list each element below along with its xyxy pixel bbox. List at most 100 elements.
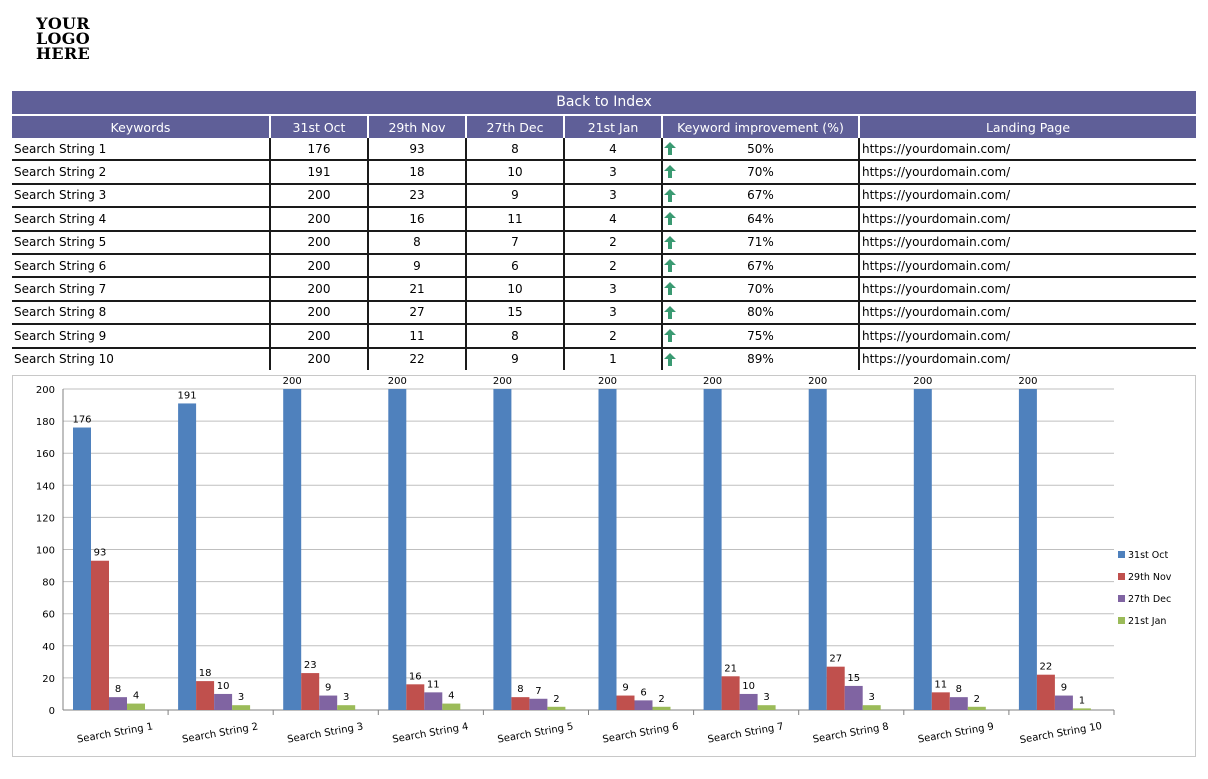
bar-2 xyxy=(424,692,443,710)
improvement-cell: 70% xyxy=(662,277,860,302)
improvement-cell: 64% xyxy=(662,207,860,232)
landing-page-link[interactable]: https://yourdomain.com/ xyxy=(859,253,1196,279)
data-label: 4 xyxy=(133,691,139,702)
bar-1 xyxy=(616,695,635,710)
bar-0 xyxy=(598,389,617,710)
landing-page-link[interactable]: https://yourdomain.com/ xyxy=(859,324,1196,349)
y-tick-label: 80 xyxy=(42,578,55,589)
improvement-value: 80% xyxy=(747,305,774,320)
landing-page-link[interactable]: https://yourdomain.com/ xyxy=(859,300,1196,326)
back-to-index-link[interactable]: Back to Index xyxy=(12,91,1196,116)
rank-cell-dec: 9 xyxy=(466,183,565,209)
arrow-up-icon xyxy=(664,235,676,249)
column-header-improvement: Keyword improvement (%) xyxy=(662,116,860,138)
bar-0 xyxy=(73,427,91,710)
table-row: Search String 8 200 27 15 3 80% https://yourdo… xyxy=(12,300,1196,326)
data-label: 200 xyxy=(493,376,512,387)
bar-0 xyxy=(283,389,302,710)
improvement-value: 70% xyxy=(747,282,774,297)
x-category-label: Search String 1 xyxy=(76,721,154,745)
bar-3 xyxy=(862,705,881,710)
bar-1 xyxy=(1036,674,1055,710)
data-label: 23 xyxy=(304,660,317,671)
data-label: 6 xyxy=(640,687,646,698)
keyword-ranking-chart: 0 20 40 60 80 100 120 140 160 180 200 176 93 8 4 Search… xyxy=(12,375,1196,757)
x-category-label: Search String 3 xyxy=(286,721,364,745)
bar-0 xyxy=(703,389,722,710)
bar-0 xyxy=(1018,389,1037,710)
data-label: 200 xyxy=(283,376,302,387)
improvement-cell: 70% xyxy=(662,160,860,185)
improvement-value: 67% xyxy=(747,188,774,203)
arrow-up-icon xyxy=(664,258,676,272)
x-category-label: Search String 10 xyxy=(1019,721,1103,746)
bar-1 xyxy=(301,673,320,710)
keyword-cell: Search String 2 xyxy=(12,160,271,185)
legend-label: 29th Nov xyxy=(1128,572,1172,583)
legend-label: 21st Jan xyxy=(1128,616,1166,627)
table-row: Search String 4 200 16 11 4 64% https://yourdo… xyxy=(12,207,1196,232)
improvement-cell: 71% xyxy=(662,230,860,255)
improvement-value: 71% xyxy=(747,235,774,250)
bar-3 xyxy=(652,706,671,710)
bar-3 xyxy=(442,703,461,710)
column-header-oct: 31st Oct xyxy=(270,116,369,138)
bar-3 xyxy=(1072,708,1091,710)
bar-1 xyxy=(931,692,950,710)
keyword-cell: Search String 10 xyxy=(12,347,271,370)
table-body: Search String 1 176 93 8 4 50% https://yourdom… xyxy=(12,138,1196,370)
bar-2 xyxy=(949,697,968,710)
improvement-value: 50% xyxy=(747,141,774,156)
rank-cell-jan: 2 xyxy=(564,253,663,279)
table-row: Search String 9 200 11 8 2 75% https://yourdom… xyxy=(12,324,1196,349)
rank-cell-dec: 6 xyxy=(466,253,565,279)
bar-0 xyxy=(388,389,407,710)
legend-swatch xyxy=(1118,573,1125,580)
x-category-label: Search String 5 xyxy=(497,721,575,745)
landing-page-link[interactable]: https://yourdomain.com/ xyxy=(859,160,1196,185)
bar-2 xyxy=(1054,695,1073,710)
data-label: 3 xyxy=(869,692,875,703)
keyword-cell: Search String 8 xyxy=(12,300,271,326)
arrow-up-icon xyxy=(664,305,676,319)
landing-page-link[interactable]: https://yourdomain.com/ xyxy=(859,207,1196,232)
x-category-label: Search String 4 xyxy=(392,721,470,745)
bar-0 xyxy=(178,403,197,710)
rank-cell-jan: 3 xyxy=(564,183,663,209)
arrow-up-icon xyxy=(664,188,676,202)
landing-page-link[interactable]: https://yourdomain.com/ xyxy=(859,277,1196,302)
rank-cell-dec: 9 xyxy=(466,347,565,370)
data-label: 10 xyxy=(217,681,230,692)
keyword-cell: Search String 3 xyxy=(12,183,271,209)
data-label: 16 xyxy=(409,671,422,682)
y-tick-label: 60 xyxy=(42,610,55,621)
bar-0 xyxy=(808,389,827,710)
landing-page-link[interactable]: https://yourdomain.com/ xyxy=(859,230,1196,255)
bar-3 xyxy=(547,706,566,710)
rank-cell-dec: 8 xyxy=(466,138,565,162)
improvement-value: 67% xyxy=(747,258,774,273)
y-tick-label: 0 xyxy=(49,706,55,717)
improvement-cell: 50% xyxy=(662,138,860,162)
data-label: 15 xyxy=(847,673,860,684)
landing-page-link[interactable]: https://yourdomain.com/ xyxy=(859,183,1196,209)
rank-cell-nov: 8 xyxy=(368,230,467,255)
column-header-nov: 29th Nov xyxy=(368,116,467,138)
bar-2 xyxy=(529,698,548,710)
rank-cell-nov: 93 xyxy=(368,138,467,162)
data-label: 200 xyxy=(388,376,407,387)
landing-page-link[interactable]: https://yourdomain.com/ xyxy=(862,352,1011,367)
table-header-row: Keywords 31st Oct 29th Nov 27th Dec 21st… xyxy=(12,116,1196,138)
landing-page-link[interactable]: https://yourdomain.com/ xyxy=(859,138,1196,162)
logo-line: YOUR xyxy=(36,14,90,33)
rank-cell-jan: 3 xyxy=(564,160,663,185)
bar-3 xyxy=(967,706,986,710)
y-tick-label: 120 xyxy=(36,513,55,524)
improvement-cell: 67% xyxy=(662,183,860,209)
y-tick-label: 200 xyxy=(36,385,55,396)
data-label: 200 xyxy=(598,376,617,387)
keyword-cell: Search String 4 xyxy=(12,207,271,232)
table-row: Search String 10 200 22 9 1 89% https://yourdo… xyxy=(12,347,1196,370)
data-label: 3 xyxy=(763,692,769,703)
data-label: 11 xyxy=(427,679,440,690)
